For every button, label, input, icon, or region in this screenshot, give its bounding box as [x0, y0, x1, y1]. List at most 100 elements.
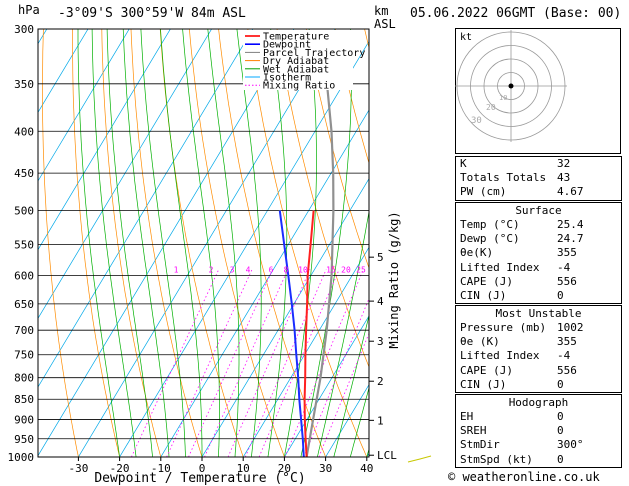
parcel-trajectory-line — [305, 83, 335, 457]
wet-adiabat-line — [106, 29, 153, 457]
isotherm-line — [160, 109, 369, 457]
table-row: PW (cm) 4.67 — [456, 185, 621, 199]
table-row-value: 0 — [557, 377, 564, 391]
mixing-ratio-line — [244, 269, 327, 457]
temperature-tick-label: 20 — [278, 462, 291, 475]
hodo-title: Hodograph — [508, 396, 569, 409]
table-row: CIN (J) 0 — [456, 289, 621, 303]
wind-barb — [407, 455, 432, 463]
table-row-value: 24.7 — [557, 232, 584, 246]
mixing-ratio-line — [188, 269, 274, 457]
mixing-ratio-label: 10 — [298, 265, 308, 274]
hodograph-unit: kt — [460, 32, 472, 43]
mixing-ratio-label: 4 — [246, 265, 251, 274]
table-row-label: CAPE (J) — [460, 363, 513, 377]
table-row-label: StmSpd (kt) — [460, 452, 533, 466]
pressure-tick-label: 450 — [14, 167, 34, 180]
table-row: θe (K) 355 — [456, 335, 621, 349]
dewpoint-line — [278, 210, 305, 457]
isotherm-line — [119, 40, 369, 457]
dry-adiabat-line — [72, 29, 120, 457]
pressure-tick-label: 850 — [14, 393, 34, 406]
unstable-table: Most Unstable Pressure (mb) 1002 θe (K) 355… — [455, 305, 622, 393]
km-tick-label: 4 — [377, 295, 384, 308]
table-row-label: Lifted Index — [460, 260, 540, 274]
km-tick-label: 5 — [377, 251, 384, 264]
wet-adiabat-line — [349, 386, 369, 457]
table-row-value: 300° — [557, 438, 584, 452]
table-row: CAPE (J) 556 — [456, 364, 621, 378]
mixing-ratio-line — [284, 269, 364, 457]
height-unit-bottom: ASL — [374, 17, 396, 31]
dry-adiabat-line — [159, 29, 244, 457]
copyright: © weatheronline.co.uk — [448, 470, 600, 484]
legend-box — [243, 30, 353, 90]
wet-adiabat-line — [317, 209, 369, 457]
pressure-tick-label: 500 — [14, 205, 34, 218]
mixing-ratio-axis-title: Mixing Ratio (g/kg) — [387, 211, 401, 348]
table-row-value: 0 — [557, 410, 564, 423]
mixing-ratio-label: 15 — [326, 265, 336, 274]
legend-label: Isotherm — [263, 73, 311, 84]
hodograph-ring-label: 10 — [499, 94, 507, 102]
wet-adiabat-line — [77, 29, 120, 457]
temperature-line — [303, 210, 315, 457]
table-row-label: Pressure (mb) — [460, 321, 547, 334]
dry-adiabat-line — [335, 29, 369, 165]
table-row-value: 556 — [557, 363, 577, 377]
pressure-tick-label: 700 — [14, 324, 34, 337]
table-row-value: 25.4 — [557, 218, 584, 231]
legend-label: Parcel Trajectory — [263, 48, 365, 59]
km-tick-label: LCL — [377, 449, 397, 462]
table-row-label: Totals Totals — [460, 171, 547, 185]
table-row-value: 32 — [557, 157, 571, 170]
table-row-value: -4 — [557, 349, 571, 363]
pressure-unit-label: hPa — [18, 3, 40, 17]
isotherm-line — [38, 29, 171, 251]
hodo-table: Hodograph EH 0 SREH 0 StmDir 300° StmSpd (kt) 0 — [455, 394, 622, 468]
wet-adiabat-line — [91, 29, 137, 457]
isotherm-line — [201, 177, 369, 457]
mixing-ratio-label: 1 — [174, 265, 179, 274]
table-row-label: Lifted Index — [460, 349, 540, 363]
pressure-tick-label: 750 — [14, 349, 34, 362]
mixing-ratio-line — [258, 269, 340, 457]
dry-adiabat-line — [305, 29, 369, 270]
table-row-label: StmDir — [460, 438, 500, 452]
table-row-value: 1002 — [557, 321, 584, 334]
legend-label: Mixing Ratio — [263, 81, 335, 92]
indices-table: K 32 Totals Totals 43 PW (cm) 4.67 — [455, 156, 622, 201]
table-row: StmDir 300° — [456, 438, 621, 452]
table-row-value: 355 — [557, 246, 577, 260]
table-row-label: θe(K) — [460, 246, 494, 260]
legend-label: Dewpoint — [263, 40, 311, 51]
mixing-ratio-label: 8 — [284, 265, 289, 274]
pressure-tick-label: 300 — [14, 23, 34, 36]
wet-adiabat-line — [160, 29, 203, 457]
table-row: Lifted Index -4 — [456, 261, 621, 275]
table-row: EH 0 — [456, 410, 621, 424]
temperature-tick-label: 0 — [199, 462, 206, 475]
wet-adiabat-line — [267, 29, 288, 457]
wet-adiabat-line — [140, 29, 186, 457]
table-row-value: 43 — [557, 171, 571, 185]
temperature-tick-label: 10 — [237, 462, 250, 475]
isotherm-line — [38, 29, 89, 114]
pressure-tick-label: 950 — [14, 433, 34, 446]
table-row: Temp (°C) 25.4 — [456, 218, 621, 232]
mixing-ratio-label: 2 — [209, 265, 214, 274]
mixing-ratio-line — [303, 297, 369, 457]
hodograph-ring-label: 20 — [486, 103, 496, 112]
pressure-tick-label: 600 — [14, 269, 34, 282]
table-row: K 32 — [456, 157, 621, 171]
table-row: θe(K) 355 — [456, 246, 621, 260]
table-row-value: 0 — [557, 288, 564, 302]
temperature-tick-label: -10 — [151, 462, 171, 475]
table-row: Lifted Index -4 — [456, 349, 621, 363]
table-row-label: Temp (°C) — [460, 218, 520, 231]
pressure-tick-label: 550 — [14, 238, 34, 251]
pressure-tick-label: 400 — [14, 125, 34, 138]
km-tick-label: 2 — [377, 375, 384, 388]
table-row: CIN (J) 0 — [456, 378, 621, 392]
